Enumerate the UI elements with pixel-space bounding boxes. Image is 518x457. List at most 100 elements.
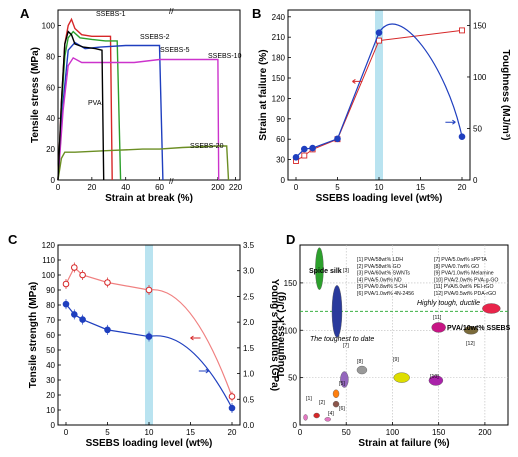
plot-frame-d (299, 244, 509, 426)
arrow-left-c (190, 335, 201, 341)
tensile-point (104, 279, 111, 286)
legend-entry-d: [6] PVA/1.0wt% 4N-2456 (357, 291, 414, 297)
point-label-d: [4] (328, 411, 334, 417)
x-axis-label-d: Strain at failure (%) (358, 438, 449, 449)
y-tick-label-b: 30 (276, 156, 285, 165)
y-tick-label-b: 150 (272, 74, 286, 83)
x-tick-label-b: 15 (416, 183, 425, 192)
x-axis-label-a: Strain at break (%) (105, 193, 193, 204)
x-tick-label-d: 100 (386, 428, 400, 437)
panel-label-b: B (252, 6, 261, 21)
toughness-point (309, 144, 316, 152)
arrow-right-c (198, 368, 210, 374)
series-line-pva (57, 30, 105, 181)
series-line-ssebs-10 (57, 56, 220, 181)
y2-tick-label-c: 3.5 (243, 241, 255, 250)
x-tick-label-a: 220 (229, 183, 243, 192)
y-tick-label-a: 0 (51, 176, 56, 185)
x-tick-label-d: 0 (298, 428, 303, 437)
legend-entry-d: [12] PVA/0.5wt% PDA-rGO (434, 291, 496, 297)
annotation-highly-tough: Highly tough, ductile (417, 300, 480, 307)
legend-entry-d: [5] PVA/0.8wt% S-OH (357, 284, 407, 290)
y-tick-label-b: 180 (272, 54, 286, 63)
y-tick-label-c: 120 (42, 241, 56, 250)
scatter-point-d (332, 389, 340, 398)
toughness-point (301, 145, 308, 153)
axis-break-top: // (169, 7, 174, 16)
series-label-ssebs-2: SSEBS-2 (140, 34, 170, 41)
y2-tick-label-b: 0 (473, 176, 478, 185)
y-axis-label-d: Toughness,K (J/g) (276, 292, 287, 378)
y-tick-label-a: 20 (46, 145, 55, 154)
tensile-point (228, 393, 236, 400)
annotation-toughest: The toughest to date (310, 336, 374, 343)
arrow-left-b (352, 78, 363, 84)
series-line-ssebs-20 (57, 145, 230, 181)
legend-entry-d: [4] PVA/5.0wt% ND (357, 277, 402, 283)
x-tick-label-a: 200 (211, 183, 225, 192)
scatter-point-d (463, 326, 479, 335)
y-tick-label-d: 100 (284, 326, 298, 335)
y2-tick-label-c: 2.5 (243, 292, 255, 301)
y-tick-label-c: 90 (46, 286, 55, 295)
series-label-ssebs-10: SSEBS-10 (208, 53, 242, 60)
point-label-d: [3] (343, 268, 349, 274)
scatter-point-d (324, 417, 331, 422)
x-tick-label-a: 40 (121, 183, 130, 192)
y2-tick-label-c: 1.0 (243, 370, 255, 379)
y-tick-label-b: 90 (276, 115, 285, 124)
x-axis-label-c: SSEBS loading level (wt%) (86, 438, 213, 449)
legend-entry-d: [2] PVA/58wt% GO (357, 264, 401, 270)
y2-axis-label-c: Young's modulus (GPa) (269, 279, 280, 391)
y-tick-label-d: 50 (288, 374, 297, 383)
legend-entry-d: [7] PVA/5.0wt% sPPTA (434, 257, 487, 263)
y-tick-label-a: 100 (42, 21, 56, 30)
modulus-point (145, 333, 153, 340)
y-tick-label-a: 40 (46, 114, 55, 123)
y2-axis-label-b: Toughness (MJ/m³) (500, 50, 511, 141)
x-tick-label-c: 10 (145, 428, 154, 437)
y-axis-label-c: Tensile strength (MPa) (28, 282, 39, 389)
y2-tick-label-b: 100 (473, 73, 487, 82)
toughness-point (334, 135, 341, 143)
y2-tick-label-c: 0.0 (243, 421, 255, 430)
x-tick-label-d: 200 (478, 428, 492, 437)
tensile-point (71, 264, 78, 271)
scatter-point-d (428, 375, 444, 386)
legend-entry-d: [10] PVA/2.0wt% PVA-g-GO (434, 277, 498, 283)
y-axis-label-a: Tensile stress (MPa) (30, 47, 41, 143)
x-tick-label-a: 60 (155, 183, 164, 192)
x-tick-label-d: 50 (342, 428, 351, 437)
modulus-point (71, 311, 78, 318)
y-tick-label-c: 70 (46, 316, 55, 325)
panel-label-a: A (20, 6, 30, 21)
x-tick-label-c: 5 (105, 428, 110, 437)
scatter-point-d (315, 247, 324, 290)
y-tick-label-c: 110 (42, 256, 55, 265)
y-tick-label-b: 240 (272, 13, 286, 22)
annotation-spider-silk: Spide silk (309, 268, 342, 275)
legend-entry-d: [3] PVA/60wt% SWNTs (357, 271, 410, 277)
y-tick-label-c: 80 (46, 301, 55, 310)
series-label-ssebs-20: SSEBS-20 (190, 143, 224, 150)
y2-tick-label-c: 3.0 (243, 267, 255, 276)
highlight-band-b (375, 10, 383, 180)
x-tick-label-b: 5 (335, 183, 340, 192)
y-tick-label-a: 60 (46, 83, 55, 92)
x-tick-label-b: 10 (375, 183, 384, 192)
x-tick-label-a: 0 (56, 183, 61, 192)
point-label-d: [1] (306, 396, 312, 402)
y-tick-label-d: 150 (284, 279, 298, 288)
y-tick-label-c: 100 (42, 271, 56, 280)
scatter-point-d (356, 365, 368, 375)
modulus-point (62, 300, 70, 308)
y-tick-label-a: 80 (46, 52, 55, 61)
y-tick-label-b: 210 (272, 33, 286, 42)
x-tick-label-c: 0 (64, 428, 69, 437)
annotation-pva-ssebs: PVA/10wt% SSEBS (447, 325, 511, 332)
y-tick-label-c: 10 (46, 406, 55, 415)
point-label-d: [6] (339, 406, 345, 412)
y-tick-label-c: 50 (46, 346, 55, 355)
x-tick-label-c: 15 (186, 428, 195, 437)
